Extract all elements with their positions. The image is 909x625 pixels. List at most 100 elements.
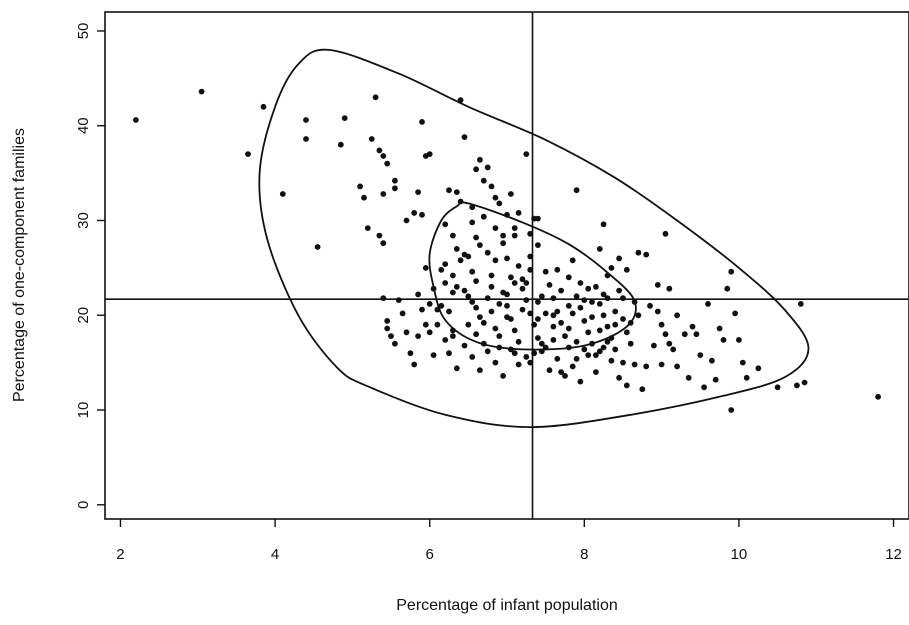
scatter-point [453, 283, 460, 290]
scatter-point [623, 329, 630, 336]
scatter-point [523, 151, 530, 158]
scatter-point [639, 386, 646, 393]
scatter-point [554, 266, 561, 273]
scatter-point [496, 200, 503, 207]
scatter-point [469, 268, 476, 275]
scatter-point [457, 198, 464, 205]
scatter-point [589, 314, 595, 320]
scatter-point [488, 308, 495, 315]
scatter-point [415, 333, 421, 339]
y-tick-label: 40 [75, 117, 92, 134]
scatter-point [527, 359, 534, 366]
contour-outer [258, 48, 810, 429]
scatter-point [562, 333, 568, 339]
scatter-point [504, 255, 510, 262]
scatter-point [554, 355, 561, 362]
scatter-point [724, 285, 731, 292]
scatter-point [511, 280, 518, 286]
contour-inner [428, 201, 637, 351]
scatter-point [430, 352, 437, 358]
scatter-point [496, 333, 503, 339]
scatter-point [453, 189, 460, 196]
scatter-point [612, 321, 619, 328]
scatter-point [666, 340, 673, 347]
scatter-point [596, 301, 603, 307]
scatter-point [550, 323, 557, 330]
scatter-point [473, 278, 479, 284]
scatter-point [511, 232, 518, 239]
scatter-point [453, 365, 460, 372]
scatter-point [604, 338, 611, 345]
scatter-point [569, 363, 576, 370]
scatter-point [403, 217, 410, 224]
scatter-point [643, 363, 650, 370]
scatter-point [612, 346, 619, 353]
scatter-point [627, 319, 634, 326]
scatter-point [875, 393, 881, 400]
scatter-point [569, 257, 576, 264]
scatter-point [701, 384, 707, 391]
scatter-point [480, 177, 487, 184]
scatter-point [477, 242, 483, 249]
scatter-point [446, 350, 452, 357]
scatter-point [755, 365, 762, 372]
scatter-point [515, 338, 522, 345]
scatter-point [585, 352, 592, 358]
scatter-point [558, 319, 564, 326]
scatter-point [480, 213, 487, 220]
scatter-point [473, 166, 479, 173]
scatter-point [380, 240, 387, 247]
scatter-point [511, 350, 518, 357]
scatter-point [635, 312, 642, 319]
scatter-point [469, 219, 476, 226]
scatter-point [450, 327, 456, 334]
scatter-point [357, 183, 363, 190]
scatter-point [616, 374, 622, 381]
scatter-point [600, 344, 607, 351]
scatter-point [573, 293, 580, 300]
scatter-point [496, 301, 503, 307]
scatter-point [736, 337, 742, 343]
scatter-point [577, 378, 584, 385]
scatter-point [450, 272, 456, 279]
scatter-point [774, 384, 781, 391]
scatter-point [515, 210, 522, 216]
scatter-point [600, 312, 607, 319]
scatter-point [419, 306, 425, 313]
scatter-point [546, 282, 553, 288]
scatter-point [542, 344, 549, 351]
scatter-point [465, 253, 472, 260]
contour-group [258, 48, 810, 429]
scatter-point [419, 119, 425, 125]
scatter-point [465, 293, 472, 300]
scatter-point [643, 251, 650, 258]
scatter-point [465, 321, 472, 328]
scatter-point [492, 257, 499, 264]
scatter-point [500, 373, 506, 379]
scatter-point [666, 285, 673, 292]
x-tick-label: 12 [885, 546, 902, 563]
scatter-point [569, 310, 576, 317]
x-tick-label: 6 [426, 546, 434, 563]
scatter-point [662, 331, 669, 338]
scatter-point [535, 215, 541, 222]
scatter-point [623, 266, 630, 273]
scatter-point [565, 302, 572, 309]
scatter-point [620, 316, 626, 322]
scatter-point [426, 151, 433, 158]
scatter-point [577, 280, 584, 286]
scatter-point [380, 295, 387, 302]
scatter-point [434, 321, 441, 328]
scatter-point [473, 304, 479, 311]
scatter-point [457, 97, 464, 103]
scatter-point [709, 357, 715, 364]
scatter-point [492, 194, 499, 201]
scatter-point [133, 117, 139, 123]
scatter-point [504, 211, 510, 218]
scatter-point [550, 312, 557, 319]
scatter-point [620, 359, 626, 366]
scatter-point [596, 327, 603, 334]
scatter-point [631, 361, 638, 368]
scatter-point [519, 285, 526, 292]
scatter-point [361, 194, 367, 201]
